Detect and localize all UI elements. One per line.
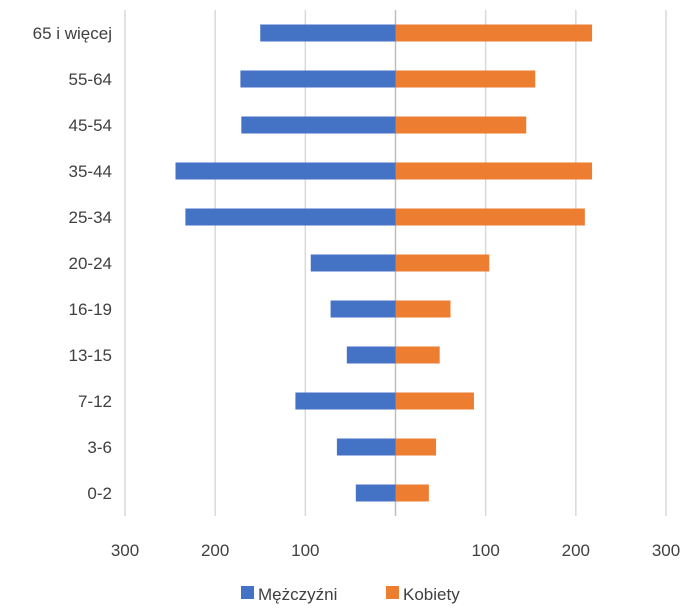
bar-men-6 bbox=[185, 208, 396, 226]
bar-women-2 bbox=[395, 392, 474, 410]
bar-men-0 bbox=[355, 484, 396, 502]
category-label-10: 65 i więcej bbox=[33, 24, 112, 43]
category-label-8: 45-54 bbox=[69, 116, 112, 135]
bar-men-9 bbox=[240, 70, 396, 88]
y-axis-labels: 0-2 3-6 7-12 13-15 16-19 20-24 25-34 35-44 45-54… bbox=[33, 24, 112, 503]
bar-men-8 bbox=[241, 116, 396, 134]
category-label-0: 0-2 bbox=[87, 484, 112, 503]
bar-women-7 bbox=[395, 162, 593, 180]
category-label-7: 35-44 bbox=[69, 162, 112, 181]
x-tick-label-1: 200 bbox=[201, 541, 229, 560]
category-label-1: 3-6 bbox=[87, 438, 112, 457]
bar-women-5 bbox=[395, 254, 490, 272]
category-label-9: 55-64 bbox=[69, 70, 112, 89]
bar-women-1 bbox=[395, 438, 437, 456]
bar-women-6 bbox=[395, 208, 585, 226]
legend-label-men: Mężczyźni bbox=[258, 585, 337, 604]
legend-swatch-men bbox=[241, 586, 254, 599]
x-tick-label-4: 100 bbox=[471, 541, 499, 560]
category-label-2: 7-12 bbox=[78, 392, 112, 411]
category-label-4: 16-19 bbox=[69, 300, 112, 319]
bar-women-3 bbox=[395, 346, 440, 364]
bar-women-8 bbox=[395, 116, 527, 134]
category-label-6: 25-34 bbox=[69, 208, 112, 227]
bar-men-1 bbox=[336, 438, 396, 456]
bar-women-10 bbox=[395, 24, 593, 42]
x-tick-label-2: 100 bbox=[291, 541, 319, 560]
legend: Mężczyźni Kobiety bbox=[241, 585, 460, 604]
bar-women-0 bbox=[395, 484, 429, 502]
x-tick-label-5: 200 bbox=[562, 541, 590, 560]
x-axis-labels: 300 200 100 100 200 300 bbox=[111, 541, 680, 560]
legend-label-women: Kobiety bbox=[403, 585, 460, 604]
bar-men-4 bbox=[330, 300, 396, 318]
bar-men-10 bbox=[260, 24, 396, 42]
bar-men-2 bbox=[295, 392, 396, 410]
category-label-5: 20-24 bbox=[69, 254, 112, 273]
bar-women-4 bbox=[395, 300, 451, 318]
x-tick-label-6: 300 bbox=[652, 541, 680, 560]
category-label-3: 13-15 bbox=[69, 346, 112, 365]
bar-men-3 bbox=[346, 346, 396, 364]
legend-swatch-women bbox=[386, 586, 399, 599]
bar-men-5 bbox=[310, 254, 396, 272]
x-tick-label-0: 300 bbox=[111, 541, 139, 560]
bar-women-9 bbox=[395, 70, 536, 88]
bars bbox=[175, 24, 593, 502]
bar-men-7 bbox=[175, 162, 396, 180]
